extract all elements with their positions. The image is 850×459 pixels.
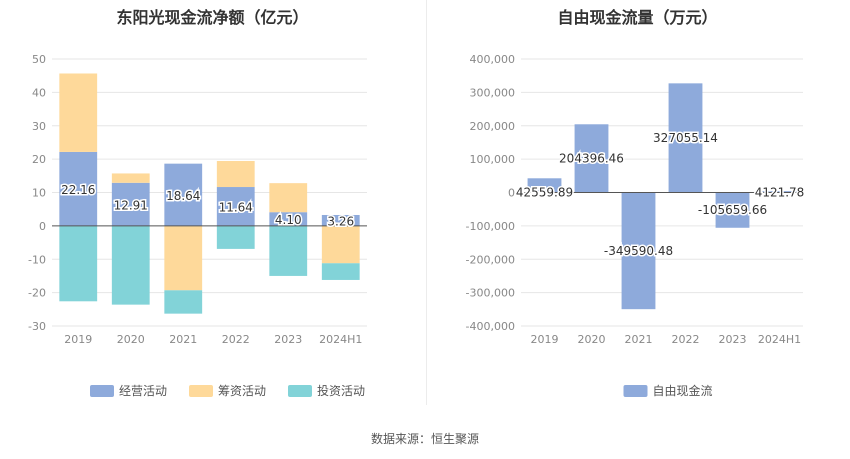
bar xyxy=(59,73,98,152)
data-label: -105659.66 xyxy=(698,203,767,217)
y-tick-label: 10 xyxy=(32,187,46,200)
chart-title: 自由现金流量（万元） xyxy=(557,8,718,27)
data-label: 204396.46 xyxy=(559,151,624,165)
legend-swatch xyxy=(288,385,312,397)
y-tick-label: -300,000 xyxy=(466,287,515,300)
x-tick-label: 2021 xyxy=(625,333,653,346)
data-label: 3.26 xyxy=(327,214,354,228)
legend-swatch xyxy=(90,385,114,397)
x-tick-label: 2023 xyxy=(274,333,302,346)
bar xyxy=(111,182,150,226)
data-label: 327055.14 xyxy=(653,131,718,145)
y-tick-label: -200,000 xyxy=(466,253,515,266)
x-tick-label: 2020 xyxy=(117,333,145,346)
free-cashflow-chart: 400,000 300,000 200,000 100,000 0 -100,000 -20… xyxy=(466,53,806,398)
y-tick-label: 100,000 xyxy=(470,153,516,166)
legend-label: 投资活动 xyxy=(317,383,365,398)
data-label: 12.91 xyxy=(114,198,148,212)
y-tick-label: -30 xyxy=(28,320,46,333)
x-tick-label: 2022 xyxy=(672,333,700,346)
x-tick-label: 2019 xyxy=(531,333,559,346)
bar xyxy=(574,124,609,193)
free-cashflow-chart-panel: 自由现金流量（万元） 400,000 300,000 200,000 100,000 0… xyxy=(425,0,850,410)
bar xyxy=(269,225,308,276)
y-tick-label: -100,000 xyxy=(466,220,515,233)
bar xyxy=(111,173,150,183)
x-tick-label: 2020 xyxy=(578,333,606,346)
data-label: 22.16 xyxy=(61,183,95,197)
bar xyxy=(216,160,255,188)
y-tick-label: 300,000 xyxy=(470,86,516,99)
legend-label: 自由现金流 xyxy=(653,383,713,398)
data-label: 4.10 xyxy=(275,213,302,227)
bar xyxy=(269,183,308,213)
bar xyxy=(59,225,98,302)
bar xyxy=(216,225,255,249)
y-tick-label: 20 xyxy=(32,153,46,166)
bar xyxy=(216,187,255,226)
data-source-note: 数据来源：恒生聚源 xyxy=(370,432,479,446)
bar xyxy=(164,163,203,226)
y-tick-label: 40 xyxy=(32,86,46,99)
data-label: -349590.48 xyxy=(604,244,673,258)
bar xyxy=(715,192,750,228)
bar xyxy=(321,225,360,264)
bar xyxy=(59,151,98,226)
x-tick-label: 2023 xyxy=(719,333,747,346)
y-tick-label: 0 xyxy=(39,220,46,233)
cashflow-net-chart-panel: 东阳光现金流净额（亿元） 50 40 30 20 10 0 -10 -20 -30 2019 202… xyxy=(0,0,425,410)
y-tick-label: -20 xyxy=(28,287,46,300)
x-tick-label: 2024H1 xyxy=(758,333,801,346)
data-label: 18.64 xyxy=(166,189,200,203)
cashflow-net-chart: 50 40 30 20 10 0 -10 -20 -30 2019 2020 2021 2022 2023… xyxy=(28,53,367,398)
x-tick-label: 2024H1 xyxy=(319,333,362,346)
legend-label: 经营活动 xyxy=(119,384,167,398)
x-tick-label: 2019 xyxy=(64,333,92,346)
data-label: 4121.78 xyxy=(755,186,805,200)
bar xyxy=(321,263,360,280)
bar xyxy=(668,83,703,193)
data-label: 42559.89 xyxy=(516,186,573,200)
chart-title: 东阳光现金流净额（亿元） xyxy=(116,8,309,27)
y-tick-label: 30 xyxy=(32,120,46,133)
legend-label: 筹资活动 xyxy=(218,384,266,398)
y-tick-label: -10 xyxy=(28,253,46,266)
y-tick-label: 50 xyxy=(32,53,46,66)
y-tick-label: 200,000 xyxy=(470,120,516,133)
bar xyxy=(111,225,150,305)
bar xyxy=(164,225,203,291)
bar xyxy=(621,192,656,310)
bar xyxy=(762,191,797,193)
x-tick-label: 2021 xyxy=(169,333,197,346)
bar xyxy=(321,214,360,226)
legend-swatch xyxy=(189,385,213,397)
bar xyxy=(269,212,308,226)
panel-divider xyxy=(426,0,427,405)
y-tick-label: -400,000 xyxy=(466,320,515,333)
y-tick-label: 0 xyxy=(508,187,515,200)
legend-swatch xyxy=(623,385,648,397)
y-tick-label: 400,000 xyxy=(470,53,516,66)
bar xyxy=(164,290,203,314)
x-tick-label: 2022 xyxy=(222,333,250,346)
bar xyxy=(527,178,562,193)
data-label: 11.64 xyxy=(219,200,253,214)
